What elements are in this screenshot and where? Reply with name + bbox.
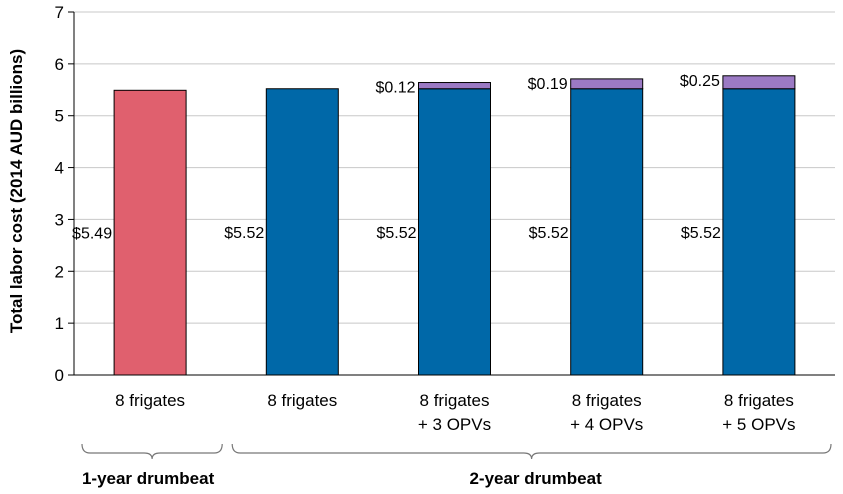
bar-base: [570, 88, 644, 376]
category-label: + 4 OPVs: [570, 415, 643, 434]
base-value-label: $5.52: [681, 225, 721, 242]
y-tick-label: 1: [55, 314, 64, 333]
y-tick-label: 3: [55, 210, 64, 229]
category-label: 8 frigates: [267, 391, 337, 410]
group-label: 1-year drumbeat: [82, 469, 215, 488]
bar-top-segment: [570, 78, 644, 90]
base-value-label: $5.49: [72, 226, 112, 243]
category-label: + 3 OPVs: [418, 415, 491, 434]
bar-top-segment: [722, 75, 796, 90]
bar-base: [113, 89, 187, 376]
bar-base: [265, 88, 339, 376]
base-value-label: $5.52: [376, 225, 416, 242]
group-bracket: [81, 443, 223, 460]
group-label: 2-year drumbeat: [469, 469, 602, 488]
y-tick-label: 6: [55, 55, 64, 74]
y-tick-label: 5: [55, 107, 64, 126]
y-tick-label: 7: [55, 3, 64, 22]
category-labels: 8 frigates 8 frigates 8 frigates + 3 OPVs 8 …: [115, 391, 795, 434]
bars: [113, 75, 796, 376]
group-brackets: 1-year drumbeat 2-year drumbeat: [81, 443, 832, 488]
bar-base: [418, 88, 491, 376]
bar-top-segment: [418, 82, 491, 90]
data-labels: $5.49 $5.52 $5.52 $0.12 $5.52 $0.19 $5.52 $0.25: [72, 73, 721, 243]
y-tick-label: 2: [55, 262, 64, 281]
category-label: 8 frigates: [572, 391, 642, 410]
top-value-label: $0.19: [528, 76, 568, 93]
y-axis-label: Total labor cost (2014 AUD billions): [7, 49, 26, 333]
base-value-label: $5.52: [224, 225, 264, 242]
category-label: + 5 OPVs: [722, 415, 795, 434]
base-value-label: $5.52: [529, 225, 569, 242]
category-label: 8 frigates: [420, 391, 490, 410]
y-tick-label: 4: [55, 159, 64, 178]
axes: 0 1 2 3 4 5 6 7: [55, 3, 835, 385]
category-label: 8 frigates: [115, 391, 185, 410]
group-bracket: [231, 443, 832, 460]
bar-base: [722, 88, 796, 376]
top-value-label: $0.25: [680, 73, 720, 90]
top-value-label: $0.12: [375, 80, 415, 97]
category-label: 8 frigates: [724, 391, 794, 410]
y-tick-label: 0: [55, 366, 64, 385]
